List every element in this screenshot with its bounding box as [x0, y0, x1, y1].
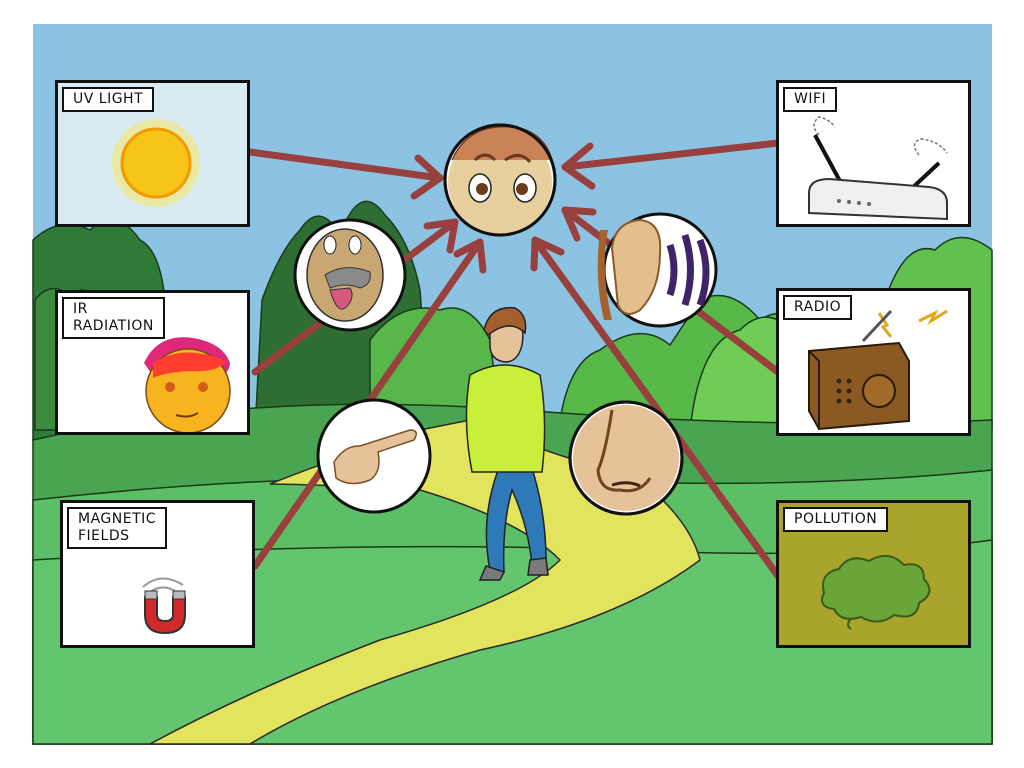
radio-icon: [808, 309, 948, 431]
pollution-panel: POLLUTION: [776, 500, 971, 648]
pollution-label: POLLUTION: [783, 507, 889, 532]
ear-icon: [597, 212, 718, 328]
uv-light-label: UV LIGHT: [62, 87, 155, 112]
heat-face-icon: [144, 337, 231, 432]
walking-man: [465, 306, 549, 581]
smoke-cloud-icon: [821, 554, 931, 630]
router-icon: [808, 116, 948, 221]
sun-icon: [112, 119, 200, 207]
wifi-panel: WIFI: [776, 80, 971, 227]
ir-radiation-panel: IR RADIATION: [55, 290, 250, 435]
radio-panel: RADIO: [776, 288, 971, 436]
magnetic-fields-label: MAGNETIC FIELDS: [67, 507, 168, 549]
tongue-icon: [293, 218, 407, 332]
brain-head-icon: [443, 123, 557, 237]
wifi-label: WIFI: [783, 87, 838, 112]
uv-light-panel: UV LIGHT: [55, 80, 250, 227]
finger-icon: [316, 398, 432, 514]
ir-radiation-label: IR RADIATION: [62, 297, 165, 339]
radio-label: RADIO: [783, 295, 853, 320]
magnet-icon: [142, 577, 186, 635]
nose-icon: [568, 400, 684, 516]
magnetic-fields-panel: MAGNETIC FIELDS: [60, 500, 255, 648]
